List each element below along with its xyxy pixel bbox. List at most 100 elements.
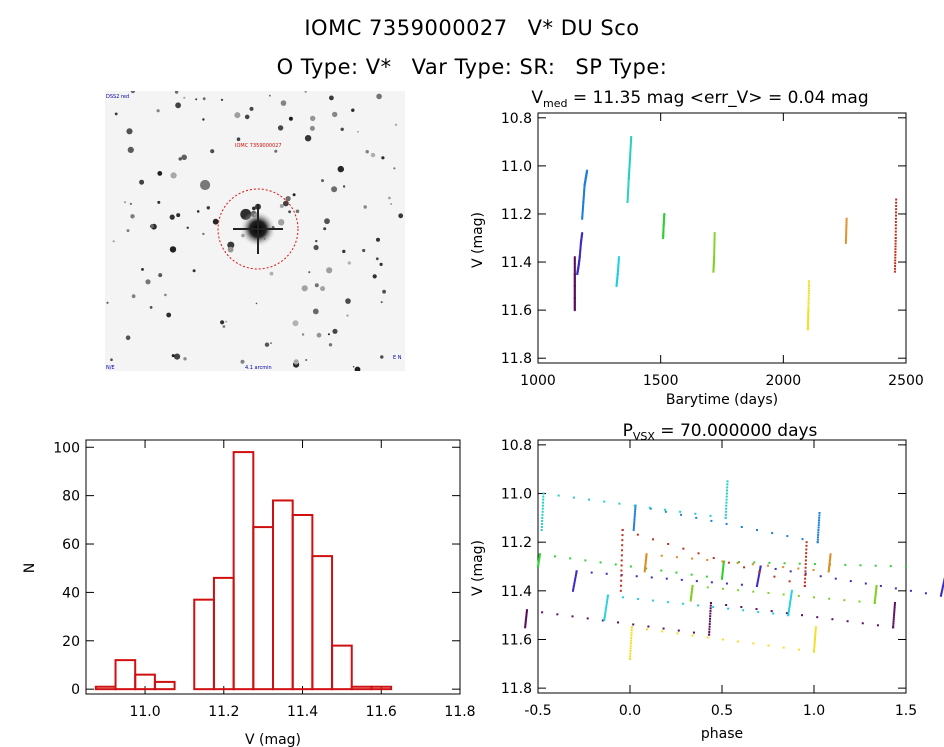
field-star xyxy=(305,359,308,361)
field-star xyxy=(269,271,274,276)
data-point xyxy=(581,232,584,235)
data-point xyxy=(662,223,665,226)
field-star xyxy=(127,146,134,153)
histogram-bar xyxy=(212,576,235,691)
data-point xyxy=(805,541,808,544)
data-point xyxy=(804,577,807,580)
histogram-bar xyxy=(193,598,215,691)
data-point xyxy=(892,618,895,621)
data-point xyxy=(615,284,618,287)
data-point xyxy=(797,567,800,570)
data-point xyxy=(789,601,792,604)
field-star xyxy=(278,219,285,226)
data-point xyxy=(874,597,877,600)
data-point xyxy=(537,559,540,562)
y-tick-label: 60 xyxy=(62,537,80,553)
data-point xyxy=(629,644,632,647)
data-point xyxy=(627,180,630,183)
field-star xyxy=(129,202,133,206)
data-point xyxy=(941,589,944,592)
data-point xyxy=(894,239,897,242)
field-star xyxy=(252,206,256,211)
data-point xyxy=(583,189,586,192)
data-point xyxy=(620,579,623,582)
data-point xyxy=(583,191,586,194)
data-point xyxy=(540,529,543,532)
data-point xyxy=(634,508,637,511)
data-point xyxy=(874,593,877,596)
data-point xyxy=(894,259,897,262)
data-point xyxy=(828,563,831,566)
field-star xyxy=(292,193,296,197)
phase-ylabel: V (mag) xyxy=(470,540,486,596)
data-point xyxy=(621,596,624,599)
data-point xyxy=(726,483,729,486)
data-point xyxy=(725,604,728,607)
data-point xyxy=(542,498,545,501)
data-point xyxy=(632,526,635,529)
field-star xyxy=(157,200,161,204)
data-point xyxy=(804,563,807,566)
data-point xyxy=(709,615,712,618)
data-point xyxy=(540,525,543,528)
data-point xyxy=(573,290,576,293)
data-point xyxy=(663,213,666,216)
histogram-bar xyxy=(370,685,393,691)
field-star xyxy=(340,127,344,131)
data-point xyxy=(807,304,810,307)
data-point xyxy=(697,552,700,555)
data-point xyxy=(573,281,576,284)
data-point xyxy=(757,575,760,578)
data-point xyxy=(583,188,586,191)
data-point xyxy=(813,650,815,653)
data-point xyxy=(713,252,716,255)
data-point xyxy=(874,599,877,602)
data-point xyxy=(790,589,793,592)
histogram-bar xyxy=(272,499,294,691)
data-point xyxy=(814,634,817,637)
data-point xyxy=(662,228,665,231)
data-point xyxy=(541,507,544,510)
data-point xyxy=(663,214,666,217)
data-point xyxy=(721,560,724,563)
data-point xyxy=(828,567,831,570)
data-point xyxy=(892,620,895,623)
data-point xyxy=(629,565,632,568)
data-point xyxy=(573,268,576,271)
data-point xyxy=(617,257,620,260)
data-point xyxy=(738,561,741,564)
phase-chart: PVSX = 70.000000 days -0.5 0.0 0.5 1.0 1.510… xyxy=(470,421,944,742)
data-point xyxy=(677,629,680,632)
phase-xlabel: phase xyxy=(701,726,743,742)
data-point xyxy=(573,307,576,310)
data-point xyxy=(650,576,653,579)
field-star xyxy=(309,125,315,131)
data-point xyxy=(942,584,944,587)
data-point xyxy=(645,553,648,556)
data-point xyxy=(616,273,619,276)
data-point xyxy=(713,258,716,261)
data-point xyxy=(798,562,801,565)
data-point xyxy=(579,250,582,253)
data-point xyxy=(604,610,607,613)
data-point xyxy=(709,609,712,612)
histogram-frame xyxy=(85,439,461,695)
field-star xyxy=(212,218,219,225)
field-star xyxy=(375,257,379,261)
data-point xyxy=(706,636,709,639)
data-point xyxy=(662,235,665,238)
data-point xyxy=(582,198,585,201)
data-point xyxy=(858,600,861,603)
data-point xyxy=(828,561,831,564)
data-point xyxy=(806,328,809,331)
data-point xyxy=(620,569,623,572)
data-point xyxy=(709,612,712,615)
data-point xyxy=(742,609,745,612)
y-tick-label: 11.2 xyxy=(501,535,532,551)
data-point xyxy=(712,264,715,267)
y-tick-label: 40 xyxy=(62,585,80,601)
data-point xyxy=(845,221,848,224)
data-point xyxy=(573,285,576,288)
data-point xyxy=(894,217,897,220)
data-point xyxy=(892,622,895,625)
